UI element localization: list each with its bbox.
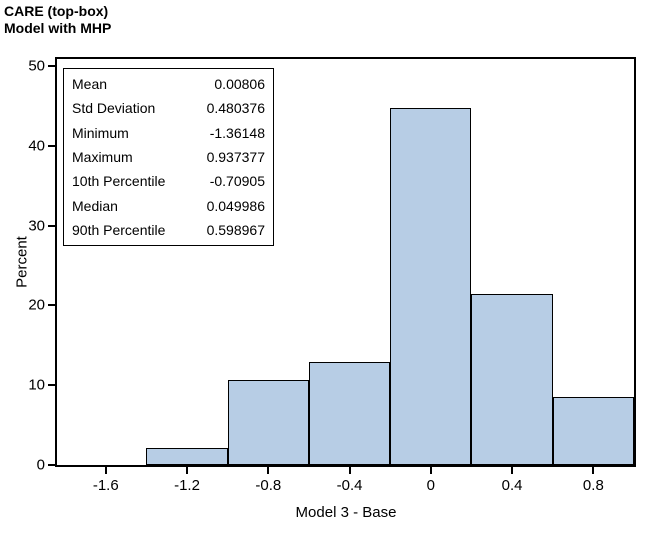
stats-row-median: Median 0.049986: [72, 198, 265, 214]
stats-row-10th-percentile: 10th Percentile -0.70905: [72, 173, 265, 189]
plot-area: -1.6 -1.2 -0.8 -0.4 0 0.4 0.8 0 10 20 30 40 50 Mean …: [28, 57, 636, 494]
stat-label: Maximum: [72, 148, 133, 165]
stat-label: Minimum: [72, 124, 129, 141]
x-tick: [267, 467, 270, 474]
histogram-bar: [471, 294, 553, 465]
stat-value: -1.36148: [209, 124, 265, 141]
histogram-bar: [146, 448, 228, 465]
y-tick-label: 20: [28, 296, 45, 314]
stat-value: 0.937377: [206, 148, 265, 165]
y-tick: [48, 144, 55, 147]
y-tick-label: 10: [28, 376, 45, 394]
histogram-bar: [390, 108, 472, 465]
x-tick-label: -1.2: [174, 477, 200, 494]
y-axis-label: Percent: [13, 236, 31, 288]
chart-subtitle: Model with MHP: [4, 20, 112, 36]
histogram-bar: [227, 379, 309, 465]
stat-label: Std Deviation: [72, 100, 156, 117]
y-tick: [48, 304, 55, 307]
stats-row-mean: Mean 0.00806: [72, 76, 265, 92]
x-tick-label: -0.4: [336, 477, 363, 494]
y-tick-label: 0: [36, 456, 45, 474]
y-tick: [48, 384, 55, 387]
stat-value: 0.480376: [206, 100, 265, 117]
stat-value: 0.049986: [206, 197, 265, 214]
y-tick-label: 40: [28, 137, 45, 155]
stats-box: Mean 0.00806 Std Deviation 0.480376 Mini…: [63, 68, 274, 246]
stat-label: Mean: [72, 76, 108, 93]
stat-value: -0.70905: [209, 173, 265, 190]
x-tick-label: -0.8: [255, 477, 282, 494]
x-tick: [429, 467, 432, 474]
x-tick: [104, 467, 107, 474]
title-block: CARE (top-box) Model with MHP: [4, 3, 111, 37]
y-tick: [48, 224, 55, 227]
x-tick-label: -1.6: [92, 477, 119, 494]
stats-row-minimum: Minimum -1.36148: [72, 125, 265, 141]
x-tick-label: 0.4: [501, 477, 523, 494]
chart-title: CARE (top-box): [4, 3, 109, 19]
x-tick: [511, 467, 514, 474]
stat-label: Median: [72, 197, 118, 214]
stat-value: 0.00806: [214, 76, 265, 93]
y-tick-label: 50: [28, 57, 45, 75]
x-tick: [348, 467, 351, 474]
stat-label: 90th Percentile: [72, 221, 166, 238]
stats-row-maximum: Maximum 0.937377: [72, 149, 265, 165]
stat-value: 0.598967: [206, 221, 265, 238]
x-tick: [592, 467, 595, 474]
y-tick: [48, 65, 55, 68]
x-axis-label: Model 3 - Base: [295, 504, 397, 521]
x-tick: [186, 467, 189, 474]
stats-row-90th-percentile: 90th Percentile 0.598967: [72, 222, 265, 238]
x-tick-label: 0: [426, 477, 435, 494]
y-tick: [48, 464, 55, 466]
stats-row-std-deviation: Std Deviation 0.480376: [72, 100, 265, 116]
stat-label: 10th Percentile: [72, 173, 166, 190]
histogram-bar: [308, 362, 391, 465]
histogram-bar: [552, 397, 634, 465]
x-tick-label: 0.8: [582, 477, 604, 494]
y-tick-label: 30: [28, 217, 45, 235]
